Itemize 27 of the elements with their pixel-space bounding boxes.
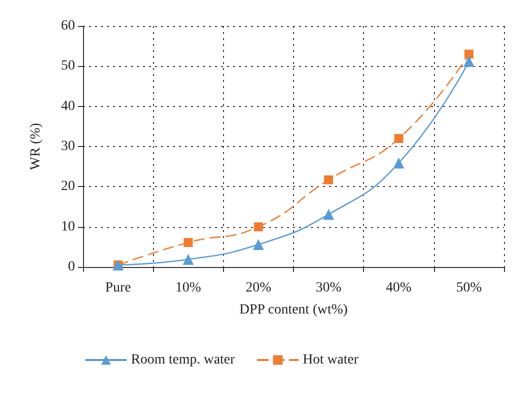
point [463, 56, 474, 67]
y-axis-title: WR (%) [28, 122, 44, 170]
y-tick-label: 20 [61, 179, 75, 194]
point [393, 157, 404, 168]
point [182, 254, 194, 265]
y-tick-label: 60 [61, 18, 75, 34]
x-tick-label: Pure [105, 280, 131, 296]
x-tick-label: 40% [386, 280, 412, 296]
point [464, 50, 474, 59]
x-tick-label: 30% [316, 280, 342, 296]
legend-label: Hot water [302, 352, 359, 368]
y-tick-label: 30 [61, 139, 75, 154]
y-tick-label: 50 [61, 58, 75, 74]
point [324, 175, 334, 184]
y-tick-label: 10 [61, 219, 75, 234]
x-axis-title: DPP content (wt%) [239, 302, 348, 318]
x-tick-label: 10% [175, 280, 202, 296]
point [184, 238, 193, 247]
y-tick-label: 40 [61, 98, 75, 114]
y-tick-label: 0 [68, 260, 75, 274]
point [254, 222, 263, 232]
x-tick-label: 20% [246, 280, 272, 296]
x-tick-label: 50% [456, 280, 482, 296]
point [323, 208, 334, 220]
point [394, 134, 404, 143]
point [252, 239, 264, 250]
legend-label: Room temp. water [131, 352, 236, 368]
